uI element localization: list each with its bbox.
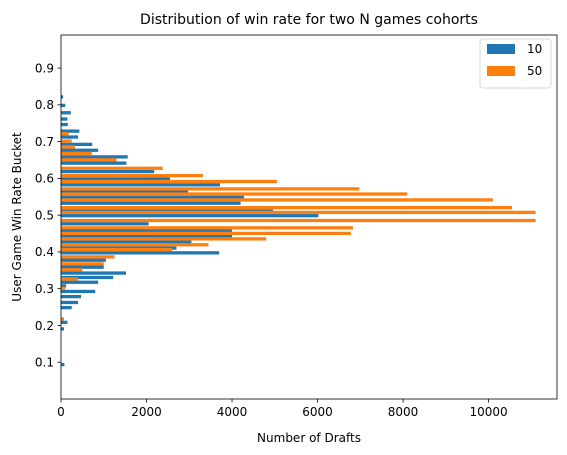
- x-axis-ticks: 0 2000 4000 6000 8000 10000: [57, 399, 508, 419]
- x-tick-label: 6000: [302, 405, 333, 419]
- bar-10-29: [61, 148, 99, 152]
- y-tick-label: 0.2: [35, 319, 54, 333]
- bar-50-9: [61, 231, 351, 236]
- bar-10-0: [61, 362, 65, 367]
- bar-10-17: [61, 229, 233, 233]
- bar-10-18: [61, 222, 149, 226]
- bar-50-4: [61, 262, 104, 266]
- bar-50-17: [61, 179, 277, 184]
- x-tick-label: 4000: [217, 405, 248, 419]
- y-tick-label: 0.6: [35, 172, 54, 186]
- bar-50-1: [61, 286, 66, 290]
- bar-10-35: [61, 111, 71, 115]
- bar-50-20: [61, 158, 117, 162]
- bar-50-2: [61, 277, 79, 281]
- bar-10-15: [61, 240, 192, 244]
- y-axis-label: User Game Win Rate Bucket: [10, 132, 24, 302]
- bar-50-21: [61, 151, 92, 156]
- bar-50-18: [61, 173, 203, 178]
- plot-frame: [60, 34, 558, 400]
- bar-10-28: [61, 155, 128, 159]
- bar-50-5: [61, 255, 115, 259]
- bar-10-4: [61, 300, 79, 305]
- bar-10-2: [61, 320, 68, 324]
- bar-50-15: [61, 192, 408, 196]
- bar-50-16: [61, 187, 360, 191]
- bar-10-25: [61, 177, 171, 181]
- bar-50-22: [61, 145, 76, 149]
- bar-50-10: [61, 226, 354, 230]
- y-tick-label: 0.9: [35, 61, 54, 75]
- bar-10-11: [61, 265, 104, 269]
- bar-50-13: [61, 205, 513, 210]
- bar-10-9: [61, 275, 114, 280]
- bar-10-3: [61, 305, 72, 310]
- bar-10-31: [61, 135, 79, 139]
- bar-10-27: [61, 161, 127, 165]
- bar-50-3: [61, 268, 83, 272]
- bar-50-14: [61, 198, 493, 202]
- x-tick-label: 2000: [131, 405, 162, 419]
- y-tick-label: 0.7: [35, 135, 54, 149]
- bars: [61, 95, 536, 367]
- bar-10-1: [61, 327, 64, 331]
- bar-10-13: [61, 251, 220, 255]
- bar-10-16: [61, 235, 233, 239]
- bar-10-32: [61, 129, 80, 133]
- bar-50-23: [61, 139, 72, 143]
- bar-10-8: [61, 280, 99, 284]
- bar-10-30: [61, 142, 93, 147]
- bar-10-6: [61, 289, 96, 294]
- bar-10-19: [61, 214, 319, 218]
- legend-label-10: 10: [527, 42, 542, 56]
- legend-swatch-50: [487, 66, 515, 76]
- bar-10-22: [61, 195, 245, 199]
- bar-10-10: [61, 271, 126, 275]
- chart-title: Distribution of win rate for two N games…: [140, 12, 478, 28]
- bar-10-37: [61, 95, 64, 99]
- bar-10-24: [61, 183, 221, 187]
- legend-label-50: 50: [527, 64, 542, 78]
- bar-50-0: [61, 317, 64, 321]
- y-tick-label: 0.1: [35, 356, 54, 370]
- y-tick-label: 0.8: [35, 98, 54, 112]
- legend-swatch-10: [487, 44, 515, 54]
- bar-10-12: [61, 258, 106, 262]
- y-tick-label: 0.3: [35, 282, 54, 296]
- bar-10-26: [61, 169, 155, 174]
- bar-10-21: [61, 201, 241, 205]
- x-tick-label: 8000: [388, 405, 419, 419]
- bar-50-24: [61, 132, 69, 136]
- bar-50-11: [61, 218, 536, 223]
- legend: 10 50: [479, 38, 552, 89]
- bar-50-7: [61, 243, 209, 247]
- bar-50-6: [61, 247, 173, 252]
- bar-50-19: [61, 166, 163, 170]
- bar-10-23: [61, 190, 188, 194]
- bar-10-34: [61, 117, 68, 121]
- bar-50-12: [61, 210, 536, 215]
- bar-10-5: [61, 294, 82, 299]
- bar-10-36: [61, 103, 66, 108]
- x-axis-label: Number of Drafts: [257, 431, 361, 445]
- bar-10-33: [61, 122, 68, 127]
- y-tick-label: 0.5: [35, 208, 54, 222]
- bar-10-7: [61, 284, 67, 288]
- bar-50-8: [61, 237, 267, 241]
- y-axis-ticks: 0.1 0.2 0.3 0.4 0.5 0.6 0.7 0.8 0.9: [35, 61, 61, 370]
- x-tick-label: 0: [57, 405, 65, 419]
- y-tick-label: 0.4: [35, 245, 54, 259]
- x-tick-label: 10000: [469, 405, 507, 419]
